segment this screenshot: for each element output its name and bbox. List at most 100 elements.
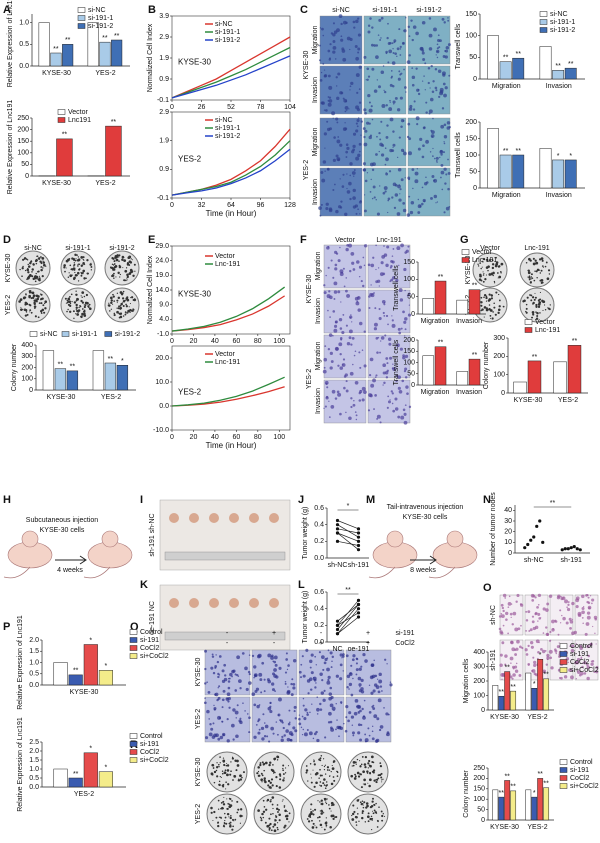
colony (382, 813, 384, 815)
y-tick-label: 2.9 (159, 109, 169, 116)
photo-texture (348, 711, 352, 715)
legend-swatch (559, 767, 568, 773)
photo-texture (374, 307, 377, 310)
photo-texture (361, 707, 364, 711)
colony (331, 765, 333, 767)
photo-texture (421, 155, 425, 159)
colony (79, 263, 81, 265)
colony (69, 302, 72, 305)
legend-label: si-191 (140, 637, 159, 644)
y-tick-label: 100 (493, 372, 505, 379)
photo-texture (583, 672, 587, 675)
colony (236, 811, 239, 814)
series-line (171, 36, 291, 99)
colony (483, 316, 485, 318)
photo-texture (232, 738, 235, 741)
photo-texture (206, 709, 210, 714)
photo-texture (380, 120, 383, 123)
photo-texture (226, 739, 230, 743)
bar (83, 644, 98, 686)
colony (19, 268, 21, 271)
colony (367, 767, 369, 769)
y-tick-label: 50 (407, 294, 415, 301)
colony (126, 298, 130, 302)
colony (359, 760, 361, 762)
colony (69, 310, 72, 313)
colony (541, 259, 544, 262)
colony (224, 816, 227, 819)
photo-texture (447, 19, 450, 22)
photo-texture (219, 735, 224, 740)
bar (422, 298, 435, 315)
colony (122, 256, 125, 259)
y-tick-label: 0.5 (29, 671, 39, 678)
photo-texture (515, 662, 518, 665)
photo-texture (410, 19, 413, 22)
x-tick-label: 0 (170, 434, 174, 441)
colony (480, 267, 482, 270)
photo-texture (228, 706, 231, 709)
photo-texture (391, 402, 394, 405)
bar (104, 362, 117, 391)
photo-texture (330, 726, 333, 730)
colony (495, 291, 498, 294)
colony (239, 778, 243, 781)
photo-texture (287, 722, 291, 726)
photo-texture (314, 686, 317, 689)
colony (227, 803, 229, 805)
x-tick-label: YES-2 (558, 397, 578, 404)
colony (273, 772, 275, 774)
colony (85, 277, 87, 280)
colony (288, 812, 291, 815)
colony (284, 767, 287, 769)
photo-texture (566, 606, 568, 608)
y-tick-label: -0.1 (157, 195, 169, 202)
colony (29, 311, 31, 313)
photo-texture (371, 197, 374, 200)
y-tick-label: 0.0 (314, 639, 324, 646)
colony (532, 257, 535, 260)
colony (305, 765, 308, 767)
bar (38, 22, 50, 67)
photo-texture (397, 168, 402, 172)
photo-texture (407, 122, 411, 126)
photo-texture (376, 212, 380, 216)
colony (229, 773, 232, 776)
photo-texture (591, 602, 593, 605)
photo-texture (336, 390, 340, 394)
photo-texture (215, 733, 219, 738)
label: sh-191 (490, 649, 497, 671)
x-tick-label: 78 (257, 104, 265, 111)
photo-texture (404, 404, 407, 406)
photo-texture (404, 177, 406, 179)
x-tick-label: YES-2 (74, 791, 94, 798)
colony (500, 272, 502, 274)
photo-texture (392, 409, 396, 413)
photo-texture (309, 688, 313, 691)
photo-texture (339, 366, 344, 370)
colony (373, 803, 376, 806)
photo-texture (321, 101, 325, 105)
y-tick-label: 200 (17, 126, 29, 133)
colony (523, 299, 526, 303)
photo-texture (432, 155, 434, 158)
photo-texture (548, 639, 552, 642)
colony (367, 820, 370, 823)
photo-texture (358, 142, 362, 146)
photo-texture (587, 654, 591, 658)
colony (491, 263, 495, 266)
photo-texture (590, 662, 594, 666)
label: YES-2 (5, 295, 12, 315)
y-tick-label: 1.0 (29, 766, 39, 773)
photo-texture (323, 74, 327, 78)
photo-texture (528, 664, 530, 666)
photo-texture (278, 697, 282, 702)
photo-texture (343, 20, 347, 25)
photo-texture (363, 364, 367, 368)
colony (367, 762, 370, 765)
photo-texture (344, 105, 349, 110)
photo-texture (545, 632, 549, 637)
colony (276, 826, 279, 829)
x-tick-label: 32 (198, 202, 206, 209)
colony (336, 775, 339, 777)
